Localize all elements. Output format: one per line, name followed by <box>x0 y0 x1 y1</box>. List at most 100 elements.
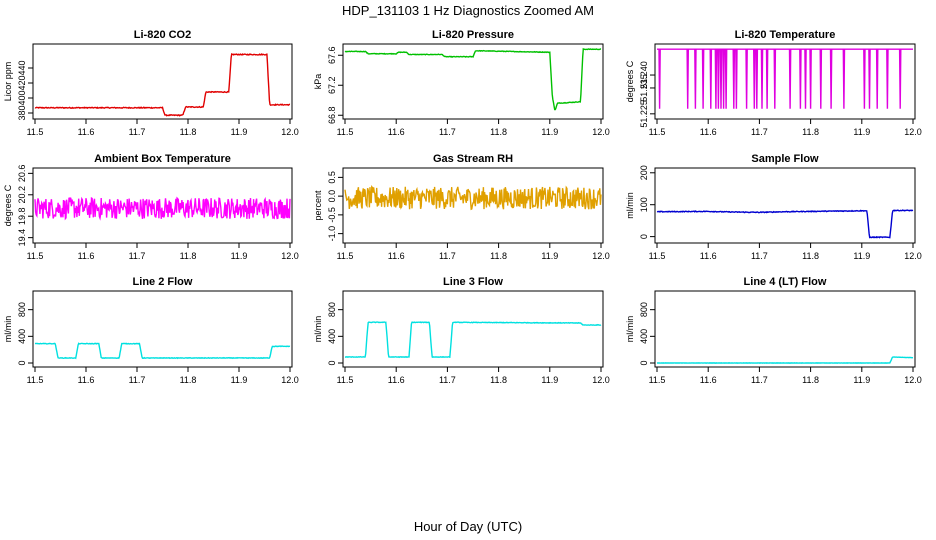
panel-gas-stream-rh: Gas Stream RH percent 11.5 11.6 11.7 11.8 11.9… <box>313 153 610 261</box>
x-axis-label: Hour of Day (UTC) <box>413 519 523 534</box>
x-tick-label: 11.9 <box>541 251 558 261</box>
panel-li-820-temperature: Li-820 Temperature degrees C 11.5 11.6 11.7 1… <box>625 29 922 137</box>
x-tick-label: 12.0 <box>281 375 299 385</box>
x-tick-label: 11.8 <box>180 127 197 137</box>
x-tick-label: 11.7 <box>751 127 768 137</box>
x-tick-label: 11.9 <box>231 375 248 385</box>
x-tick-label: 12.0 <box>281 127 299 137</box>
y-tick-label: 400 <box>17 90 27 105</box>
plot-frame <box>342 290 604 368</box>
y-tick-label: -1.0 <box>327 226 337 242</box>
series-line <box>344 184 602 211</box>
y-axis-label: degrees C <box>3 184 13 226</box>
x-tick-label: 11.5 <box>649 375 666 385</box>
y-tick-label: 400 <box>327 329 337 344</box>
x-tick-label: 11.6 <box>388 127 405 137</box>
x-tick-label: 11.9 <box>541 375 558 385</box>
y-axis-label: percent <box>313 190 323 221</box>
y-tick-label: 0 <box>639 234 649 239</box>
y-tick-label: 800 <box>639 302 649 317</box>
x-tick-label: 11.9 <box>853 251 870 261</box>
x-tick-label: 11.7 <box>439 251 456 261</box>
x-tick-label: 11.6 <box>700 127 717 137</box>
y-tick-label: 420 <box>17 75 27 90</box>
x-tick-label: 11.9 <box>231 251 248 261</box>
y-tick-label: 0 <box>17 360 27 365</box>
series-line <box>656 356 914 364</box>
plot-frame <box>654 167 916 244</box>
panel-title: Sample Flow <box>751 153 819 165</box>
x-tick-label: 11.5 <box>649 251 666 261</box>
y-tick-label: 20.2 <box>17 186 27 204</box>
x-tick-label: 12.0 <box>281 251 299 261</box>
x-tick-label: 11.6 <box>700 251 717 261</box>
y-tick-label: 19.8 <box>17 207 27 225</box>
plot-frame <box>654 290 916 368</box>
x-tick-label: 11.8 <box>490 251 507 261</box>
y-tick-label: 400 <box>17 329 27 344</box>
panel-title: Li-820 Pressure <box>432 29 514 41</box>
x-tick-label: 11.8 <box>180 375 197 385</box>
y-tick-label: 800 <box>327 302 337 317</box>
x-tick-label: 11.7 <box>751 251 768 261</box>
panel-li-820-co2: Li-820 CO2 Licor ppm 11.5 11.6 11.7 11.8 11.9 1… <box>3 29 299 137</box>
series-line <box>34 196 291 221</box>
panel-title: Line 4 (LT) Flow <box>744 276 827 288</box>
y-tick-label: 67.6 <box>327 46 337 64</box>
x-tick-label: 11.5 <box>27 127 44 137</box>
panel-line-2-flow: Line 2 Flow ml/min 11.5 11.6 11.7 11.8 11.9 12.… <box>3 276 299 385</box>
y-tick-label: -0.5 <box>327 207 337 223</box>
x-tick-label: 11.7 <box>129 375 146 385</box>
x-tick-label: 11.8 <box>802 375 819 385</box>
x-tick-label: 11.6 <box>78 127 95 137</box>
series-line <box>34 342 291 360</box>
x-tick-label: 11.9 <box>231 127 248 137</box>
panel-ambient-box-temperature: Ambient Box Temperature degrees C 11.5 11.6… <box>3 153 299 261</box>
y-tick-label: 51.225 <box>639 100 649 128</box>
panel-title: Line 3 Flow <box>443 276 503 288</box>
y-tick-label: 20.6 <box>17 165 27 183</box>
x-tick-label: 11.7 <box>751 375 768 385</box>
x-tick-label: 11.6 <box>388 251 405 261</box>
y-tick-label: 0 <box>327 360 337 365</box>
x-tick-label: 11.9 <box>853 127 870 137</box>
y-tick-label: 440 <box>17 60 27 75</box>
series-line <box>344 321 602 359</box>
y-tick-label: 0.5 <box>327 171 337 184</box>
x-tick-label: 11.5 <box>649 127 666 137</box>
x-tick-label: 11.9 <box>541 127 558 137</box>
y-tick-label: 800 <box>17 302 27 317</box>
y-tick-label: 51.240 <box>639 61 649 89</box>
y-tick-label: 400 <box>639 329 649 344</box>
y-tick-label: 100 <box>639 197 649 212</box>
x-tick-label: 11.5 <box>27 251 44 261</box>
y-tick-label: 51.235 <box>639 74 649 102</box>
panel-li-820-pressure: Li-820 Pressure kPa 11.5 11.6 11.7 11.8 11.9 12… <box>313 29 610 137</box>
x-tick-label: 11.6 <box>388 375 405 385</box>
x-tick-label: 12.0 <box>592 375 610 385</box>
y-axis-label: Licor ppm <box>3 62 13 102</box>
y-tick-label: 67.2 <box>327 76 337 94</box>
panel-title: Ambient Box Temperature <box>94 153 231 165</box>
plot-frame <box>32 290 293 368</box>
panel-line-3-flow: Line 3 Flow ml/min 11.5 11.6 11.7 11.8 11.9 12.… <box>313 276 610 385</box>
series-line <box>344 47 602 111</box>
x-tick-label: 11.5 <box>337 251 354 261</box>
panel-title: Gas Stream RH <box>433 153 513 165</box>
x-tick-label: 11.5 <box>27 375 44 385</box>
y-tick-label: 0 <box>639 360 649 365</box>
y-tick-label: 0.0 <box>327 190 337 203</box>
plot-frame <box>342 43 604 120</box>
series-line <box>657 48 913 109</box>
y-tick-label: 380 <box>17 105 27 120</box>
x-tick-label: 11.6 <box>700 375 717 385</box>
panel-title: Line 2 Flow <box>133 276 193 288</box>
y-axis-label: ml/min <box>625 192 635 219</box>
x-tick-label: 11.5 <box>337 375 354 385</box>
x-tick-label: 11.6 <box>78 375 95 385</box>
panel-line-4-lt-flow: Line 4 (LT) Flow ml/min 11.5 11.6 11.7 11.8 11… <box>625 276 922 385</box>
plot-frame <box>32 167 293 244</box>
x-tick-label: 12.0 <box>904 127 922 137</box>
x-tick-label: 11.6 <box>78 251 95 261</box>
